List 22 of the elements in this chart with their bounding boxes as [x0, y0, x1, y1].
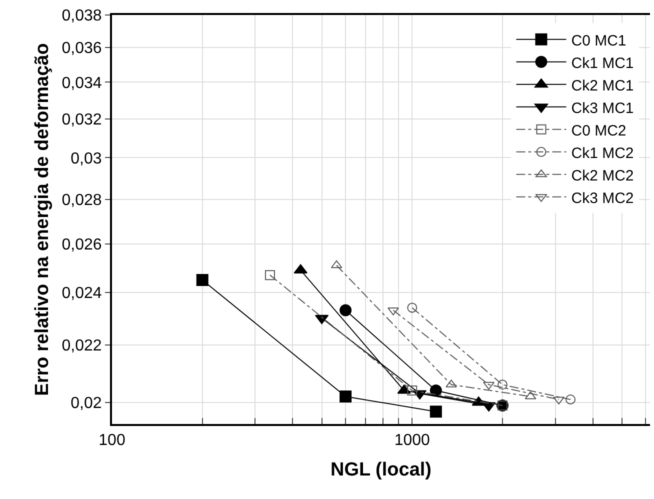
legend-label: Ck1 MC1 [571, 54, 634, 72]
legend-label: C0 MC2 [571, 122, 626, 140]
y-tick-label: 0,028 [62, 192, 102, 209]
legend-label: Ck3 MC2 [571, 190, 634, 207]
legend-label: Ck2 MC1 [571, 77, 634, 94]
y-tick-label: 0,026 [62, 236, 102, 254]
x-tick-label: 1000 [394, 432, 430, 450]
legend-label: C0 MC1 [571, 32, 626, 50]
y-axis-title: Erro relativo na energia de deformação [32, 43, 54, 396]
x-axis-title: NGL (local) [330, 460, 432, 480]
legend-label: Ck2 MC2 [571, 167, 634, 184]
y-tick-label: 0,02 [70, 395, 102, 412]
x-tick-label: 100 [98, 432, 126, 450]
y-tick-label: 0,038 [62, 8, 102, 25]
legend-label: Ck1 MC2 [571, 144, 634, 162]
y-tick-label: 0,034 [62, 74, 102, 92]
legend-label: Ck3 MC1 [571, 100, 634, 117]
y-tick-label: 0,032 [62, 111, 102, 128]
y-tick-label: 0,022 [62, 338, 102, 355]
y-tick-label: 0,036 [62, 40, 102, 58]
y-tick-label: 0,03 [70, 150, 102, 168]
y-tick-label: 0,024 [62, 285, 102, 302]
